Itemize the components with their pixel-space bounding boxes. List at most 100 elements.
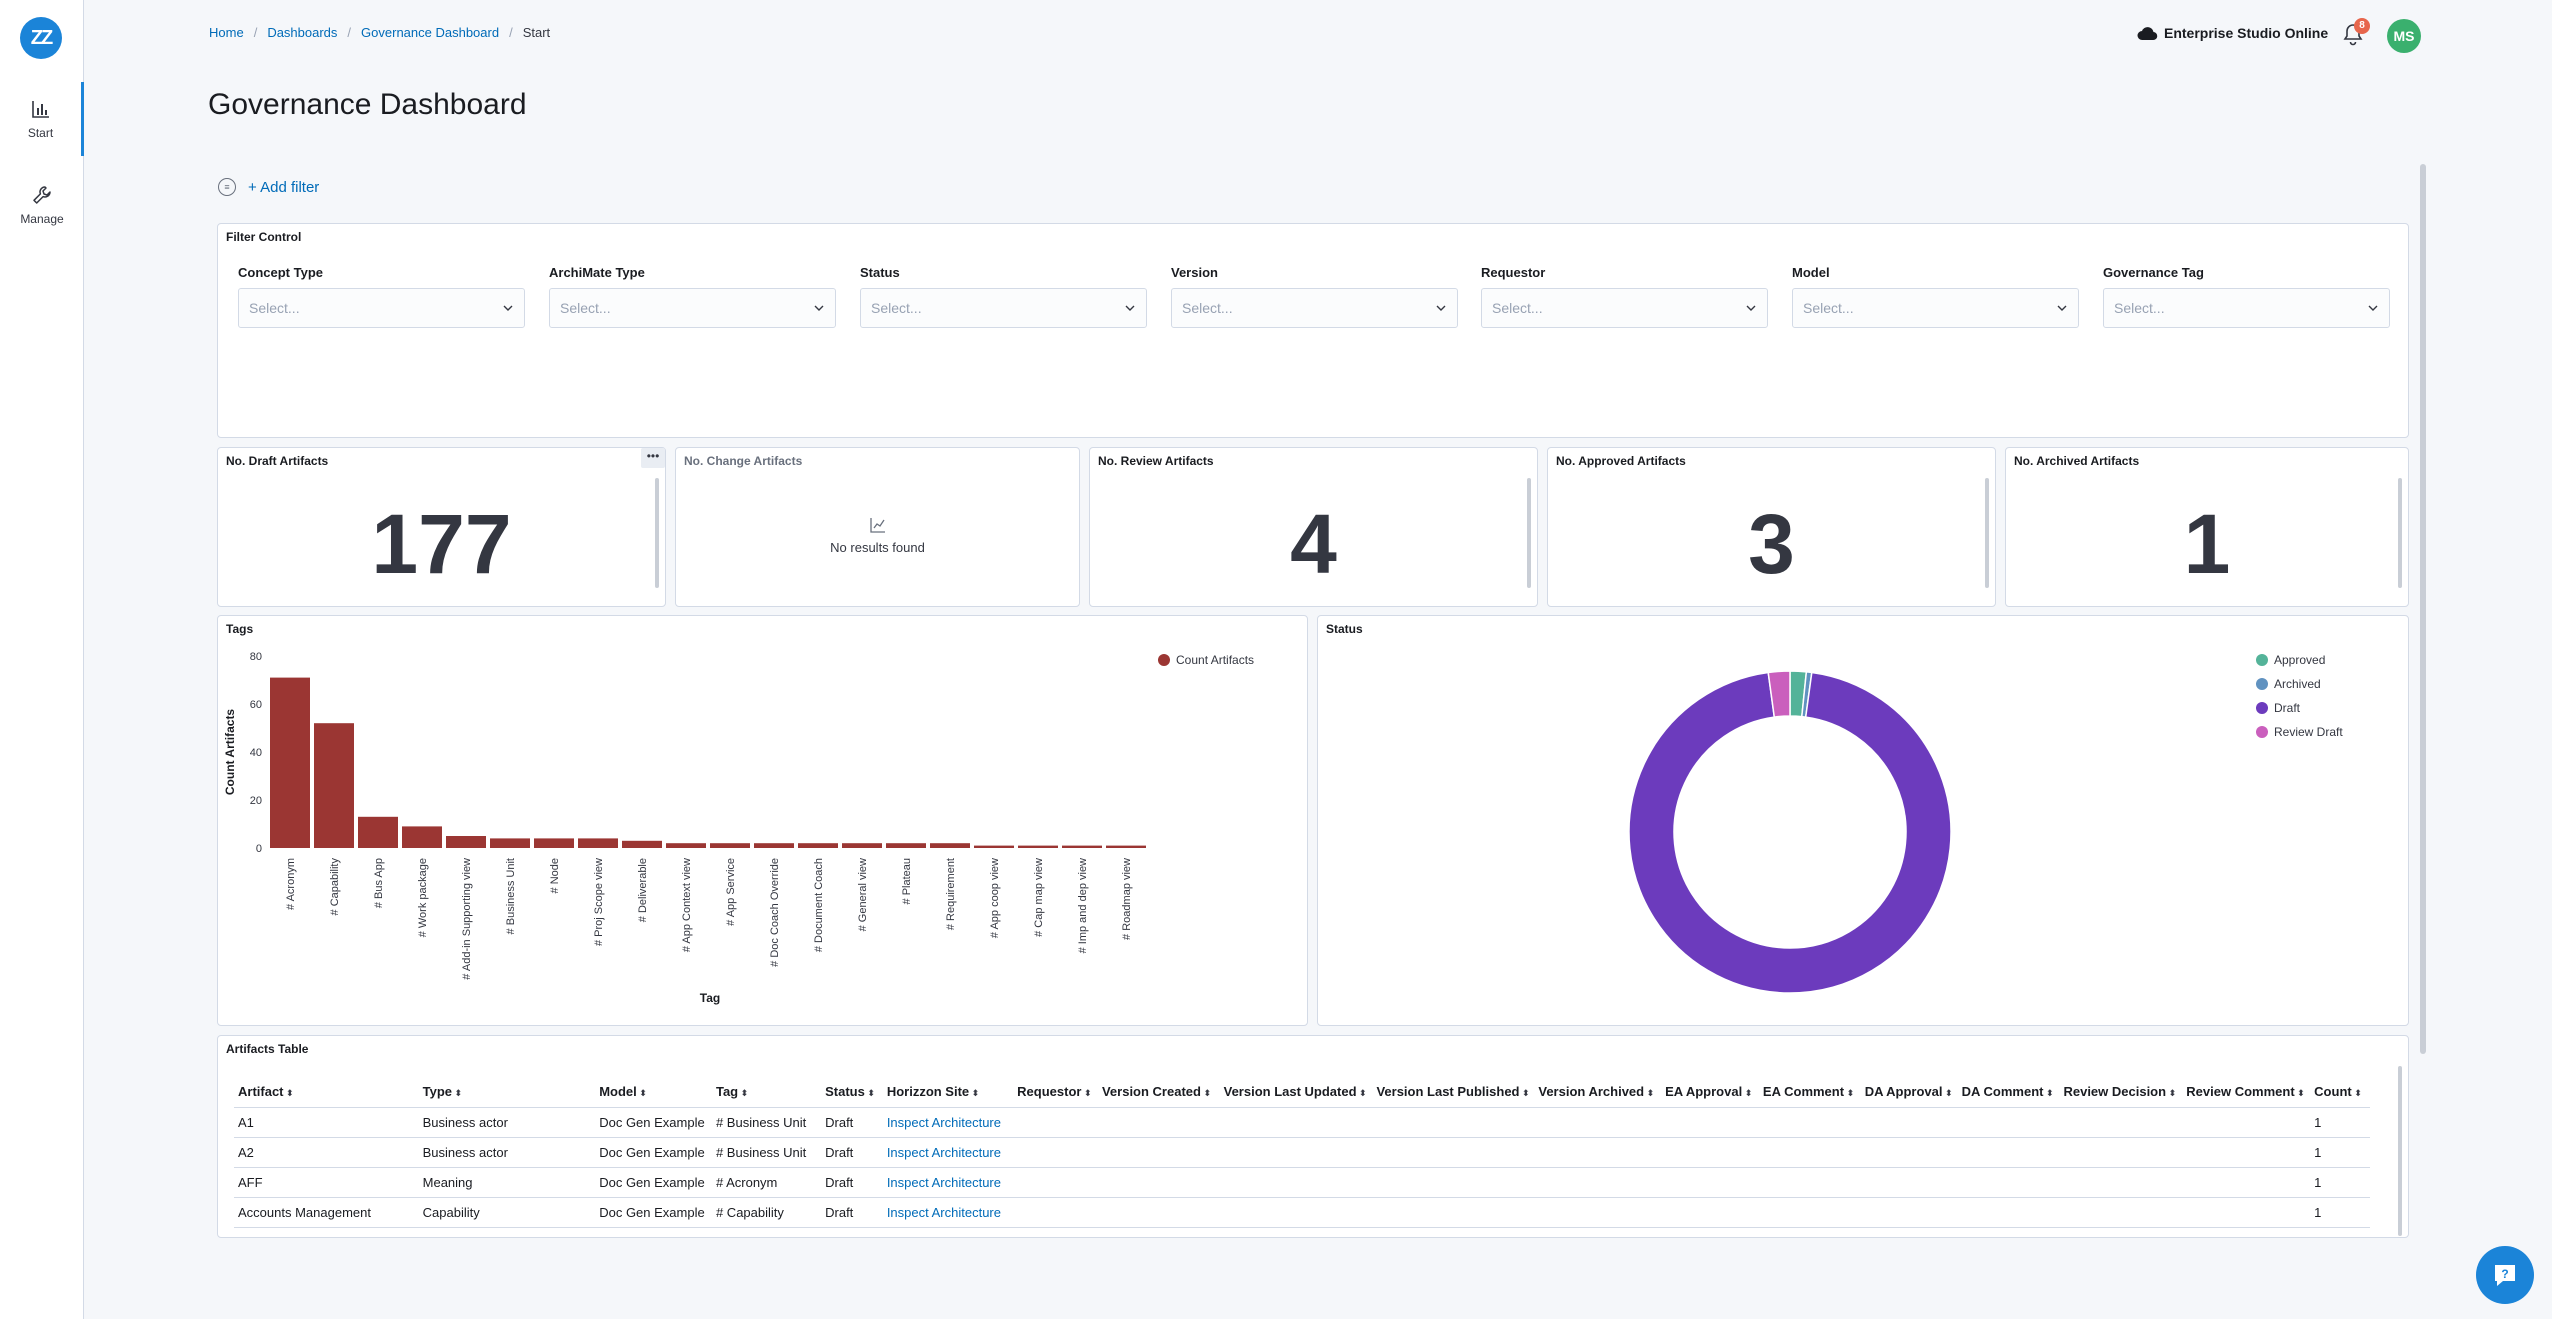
archimate-type-select[interactable]: Select... [549,288,836,328]
column-header[interactable]: Review Decision ⬍ [2059,1076,2183,1108]
bar[interactable] [402,826,442,848]
table-row[interactable]: A1 Business actor Doc Gen Example # Busines… [234,1107,2370,1138]
legend-label[interactable]: Draft [2274,701,2301,715]
sort-icon[interactable]: ⬍ [636,1088,647,1098]
breadcrumb-governance-dashboard[interactable]: Governance Dashboard [361,25,500,40]
sort-icon[interactable]: ⬍ [2351,1088,2362,1098]
legend-label[interactable]: Review Draft [2274,725,2343,739]
bar[interactable] [1062,845,1102,848]
panel-scrollbar[interactable] [2398,478,2402,588]
column-header[interactable]: Status ⬍ [821,1076,883,1108]
horizzon-site-link[interactable]: Inspect Architecture [887,1235,1001,1237]
horizzon-site-link[interactable]: Inspect Architecture [886,1115,1001,1130]
status-select[interactable]: Select... [860,288,1147,328]
bar[interactable] [842,843,882,848]
dashboard-scrollbar[interactable] [2420,164,2426,1054]
table-scrollbar[interactable] [2398,1066,2402,1236]
bar[interactable] [710,843,750,848]
filter-options-icon[interactable]: ≡ [218,178,236,196]
sort-icon[interactable]: ⬍ [2166,1088,2177,1098]
bar[interactable] [358,816,398,848]
sort-icon[interactable]: ⬍ [738,1088,749,1098]
requestor-select[interactable]: Select... [1481,288,1768,328]
sort-icon[interactable]: ⬍ [1844,1088,1855,1098]
column-header[interactable]: DA Comment ⬍ [1957,1076,2060,1108]
model-select[interactable]: Select... [1792,288,2079,328]
column-header[interactable]: Tag ⬍ [711,1076,822,1108]
sort-icon[interactable]: ⬍ [283,1088,294,1098]
horizzon-site-link[interactable]: Inspect Architecture [886,1205,1001,1220]
legend-label[interactable]: Archived [2274,677,2321,691]
panel-scrollbar[interactable] [1527,478,1531,588]
sort-icon[interactable]: ⬍ [1356,1088,1367,1098]
bar[interactable] [534,838,574,848]
panel-options-button[interactable]: ••• [641,448,665,468]
table-row[interactable]: Appendix ATotal viewDoc Gen Example# Gen… [234,1227,2370,1237]
donut-slice[interactable] [1628,671,1952,994]
column-header[interactable]: Count ⬍ [2310,1076,2370,1108]
horizzon-site-link[interactable]: Inspect Architecture [886,1145,1001,1160]
sort-icon[interactable]: ⬍ [1200,1088,1212,1098]
governance-tag-select[interactable]: Select... [2103,288,2390,328]
breadcrumb-home[interactable]: Home [209,25,244,40]
sort-icon[interactable]: ⬍ [1644,1088,1655,1098]
sort-icon[interactable]: ⬍ [969,1088,980,1098]
sort-icon[interactable]: ⬍ [1742,1088,1753,1098]
column-header[interactable]: Version Last Updated ⬍ [1219,1076,1373,1108]
sort-icon[interactable]: ⬍ [1081,1088,1092,1098]
column-header[interactable]: Model ⬍ [595,1076,712,1108]
column-header[interactable]: DA Approval ⬍ [1860,1076,1958,1108]
bar[interactable] [446,836,486,848]
bar[interactable] [578,838,618,848]
column-header[interactable]: EA Comment ⬍ [1758,1076,1861,1108]
sort-icon[interactable]: ⬍ [1942,1088,1953,1098]
concept-type-select[interactable]: Select... [238,288,525,328]
table-cell [1661,1137,1759,1168]
bar[interactable] [1018,845,1058,848]
legend-label[interactable]: Count Artifacts [1176,653,1254,667]
horizzon-site-link[interactable]: Inspect Architecture [886,1175,1001,1190]
bar[interactable] [490,838,530,848]
column-header[interactable]: EA Approval ⬍ [1661,1076,1759,1108]
environment-switcher[interactable]: Enterprise Studio Online [2136,25,2328,41]
bar[interactable] [1106,845,1146,848]
breadcrumb-dashboards[interactable]: Dashboards [267,25,338,40]
sort-icon[interactable]: ⬍ [2043,1088,2054,1098]
bar[interactable] [754,843,794,848]
column-header[interactable]: Artifact ⬍ [234,1076,419,1108]
column-header[interactable]: Version Last Published ⬍ [1372,1076,1535,1108]
avatar[interactable]: MS [2387,19,2421,53]
add-filter-button[interactable]: + Add filter [248,178,320,196]
bar[interactable] [314,723,354,848]
donut-slice[interactable] [1767,670,1791,718]
sort-icon[interactable]: ⬍ [2294,1088,2305,1098]
rail-item-manage[interactable]: Manage [0,168,84,242]
version-select[interactable]: Select... [1171,288,1458,328]
app-logo[interactable]: ZZ [20,17,62,59]
sort-icon[interactable]: ⬍ [864,1088,875,1098]
column-header[interactable]: Horizzon Site ⬍ [882,1076,1014,1108]
column-header[interactable]: Version Created ⬍ [1097,1076,1220,1108]
bar[interactable] [974,845,1014,848]
bar[interactable] [666,843,706,848]
bar[interactable] [886,843,926,848]
bar[interactable] [930,843,970,848]
column-header[interactable]: Review Comment ⬍ [2182,1076,2311,1108]
bar[interactable] [798,843,838,848]
help-chat-button[interactable]: ? [2476,1246,2534,1304]
table-row[interactable]: Accounts Management Capability Doc Gen Exa… [234,1197,2370,1228]
panel-scrollbar[interactable] [655,478,659,588]
column-header[interactable]: Requestor ⬍ [1013,1076,1098,1108]
table-row[interactable]: A2 Business actor Doc Gen Example # Busines… [234,1137,2370,1168]
legend-label[interactable]: Approved [2274,653,2325,667]
column-header[interactable]: Type ⬍ [418,1076,596,1108]
column-header[interactable]: Version Archived ⬍ [1534,1076,1662,1108]
sort-icon[interactable]: ⬍ [452,1088,463,1098]
table-row[interactable]: AFF Meaning Doc Gen Example # Acronym Draft I… [234,1167,2370,1198]
table-cell: Appendix A [234,1227,419,1237]
bar[interactable] [270,677,310,848]
sort-icon[interactable]: ⬍ [1519,1088,1530,1098]
rail-item-start[interactable]: Start [0,82,84,156]
panel-scrollbar[interactable] [1985,478,1989,588]
bar[interactable] [622,840,662,848]
